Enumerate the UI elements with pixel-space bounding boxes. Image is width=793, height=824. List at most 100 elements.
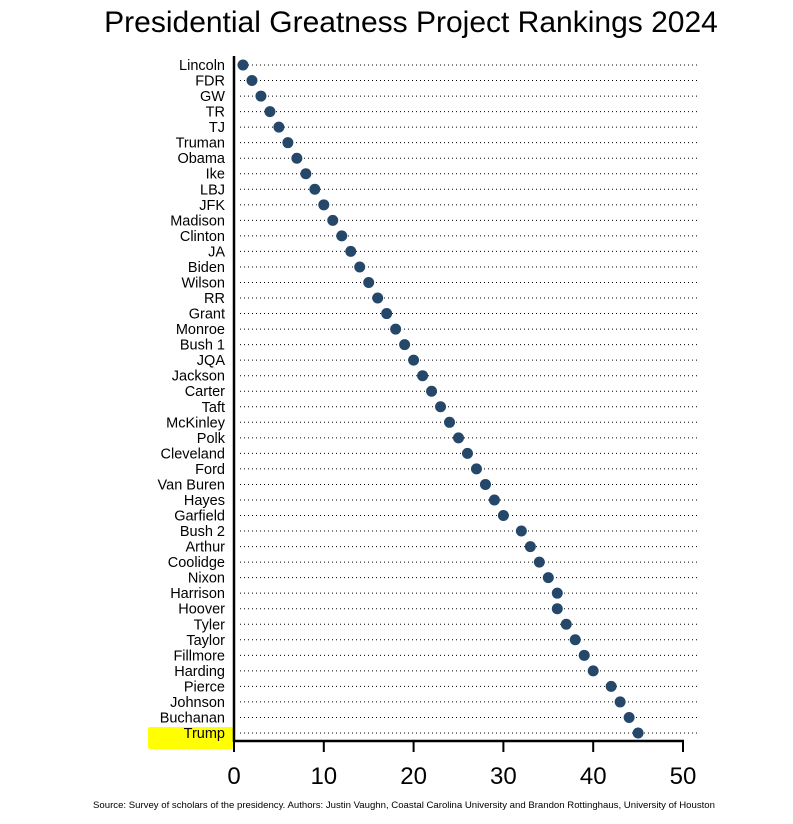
y-tick-label: RR xyxy=(204,291,225,307)
data-point xyxy=(551,587,563,599)
data-point xyxy=(632,727,644,739)
data-point xyxy=(453,432,464,444)
y-tick-label: JFK xyxy=(199,198,225,214)
y-tick-label: JA xyxy=(208,244,225,260)
data-point xyxy=(399,339,411,351)
y-tick-label: McKinley xyxy=(166,415,226,431)
x-axis-ticks: 0 10 20 30 40 50 xyxy=(227,741,696,790)
y-tick-label: Harding xyxy=(174,664,225,680)
data-point xyxy=(309,183,321,195)
data-point xyxy=(551,603,563,615)
y-tick-label: Biden xyxy=(188,260,225,276)
data-point xyxy=(533,556,545,568)
data-point xyxy=(470,463,482,475)
y-tick-label: Bush 1 xyxy=(180,338,225,354)
data-point xyxy=(578,649,590,661)
axes xyxy=(232,56,684,743)
source-note: Source: Survey of scholars of the presid… xyxy=(93,800,715,811)
data-point xyxy=(255,90,267,102)
data-point xyxy=(327,214,339,226)
x-tick-label: 30 xyxy=(490,763,517,790)
y-tick-label: Carter xyxy=(185,384,225,400)
x-tick-label: 40 xyxy=(580,763,607,790)
y-tick-label: Hoover xyxy=(178,602,225,618)
data-point xyxy=(623,711,635,723)
y-tick-label: Monroe xyxy=(176,322,225,338)
y-tick-label: Jackson xyxy=(172,369,225,385)
x-tick-label: 0 xyxy=(227,763,240,790)
data-point xyxy=(461,447,473,459)
data-point xyxy=(273,121,285,133)
x-tick-label: 10 xyxy=(310,763,337,790)
y-tick-label: Clinton xyxy=(180,229,225,245)
data-point xyxy=(291,152,303,164)
data-point xyxy=(435,401,447,413)
data-point xyxy=(515,525,527,537)
x-tick-label: 20 xyxy=(400,763,427,790)
data-point xyxy=(354,261,366,273)
y-tick-label: GW xyxy=(200,89,225,105)
data-point xyxy=(345,245,357,257)
data-point xyxy=(497,510,509,522)
y-tick-label: Fillmore xyxy=(173,648,225,664)
data-point xyxy=(300,168,312,180)
y-tick-label: Pierce xyxy=(184,679,225,695)
data-point xyxy=(488,494,500,506)
data-point xyxy=(587,665,599,677)
highlight-box xyxy=(148,727,233,749)
y-tick-label: LBJ xyxy=(200,182,225,198)
y-tick-label: Buchanan xyxy=(160,710,225,726)
data-point xyxy=(614,696,626,708)
data-point xyxy=(282,137,294,149)
data-point xyxy=(264,106,276,118)
highlight-layer xyxy=(148,727,233,749)
y-tick-label: Harrison xyxy=(170,586,225,602)
y-tick-label: Nixon xyxy=(188,571,225,587)
y-tick-label: TJ xyxy=(209,120,225,136)
y-tick-label: Taylor xyxy=(186,633,225,649)
gridlines xyxy=(240,64,698,734)
data-point xyxy=(318,199,330,211)
data-point xyxy=(560,618,572,630)
data-point xyxy=(381,308,393,320)
y-tick-label: Bush 2 xyxy=(180,524,225,540)
data-point xyxy=(372,292,384,304)
data-point xyxy=(569,634,581,646)
y-tick-label: Van Buren xyxy=(158,477,225,493)
y-tick-label: Hayes xyxy=(184,493,225,509)
y-tick-label: Johnson xyxy=(170,695,225,711)
data-point xyxy=(417,370,429,382)
chart-title: Presidential Greatness Project Rankings … xyxy=(104,6,718,39)
y-tick-label: Coolidge xyxy=(168,555,225,571)
y-tick-label: Polk xyxy=(197,431,226,447)
y-tick-label: Taft xyxy=(202,400,225,416)
y-axis-labels: LincolnFDRGWTRTJTrumanObamaIkeLBJJFKMadi… xyxy=(158,58,226,742)
data-point xyxy=(479,478,491,490)
y-tick-label: Ford xyxy=(195,462,225,478)
y-tick-label: FDR xyxy=(195,74,225,90)
y-tick-label: Wilson xyxy=(181,275,225,291)
data-point xyxy=(408,354,420,366)
data-point xyxy=(524,541,536,553)
y-tick-label: Trump xyxy=(184,726,225,742)
y-tick-label: Truman xyxy=(176,136,225,152)
y-tick-label: Grant xyxy=(189,307,225,323)
x-tick-label: 50 xyxy=(670,763,697,790)
y-tick-label: JQA xyxy=(197,353,226,369)
y-tick-label: Lincoln xyxy=(179,58,225,74)
data-point xyxy=(336,230,348,242)
data-point xyxy=(426,385,438,397)
data-point xyxy=(363,276,375,288)
data-point xyxy=(390,323,402,335)
data-point xyxy=(246,75,258,87)
data-point xyxy=(542,572,554,584)
y-tick-label: Arthur xyxy=(186,540,226,556)
y-tick-label: Madison xyxy=(170,213,225,229)
data-point xyxy=(237,59,249,71)
data-point xyxy=(605,680,617,692)
y-tick-label: Garfield xyxy=(174,509,225,525)
y-tick-label: Ike xyxy=(206,167,225,183)
y-tick-label: Obama xyxy=(177,151,225,167)
y-tick-label: Cleveland xyxy=(161,446,226,462)
